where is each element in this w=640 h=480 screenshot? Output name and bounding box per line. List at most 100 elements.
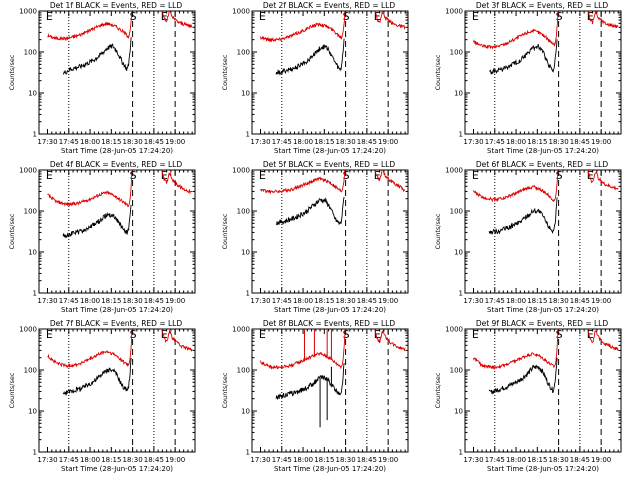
x-axis-label: Start Time (28-Jun-05 17:24:20): [487, 147, 599, 155]
x-tick-label: 18:30: [336, 297, 356, 305]
marker-label: E: [587, 10, 594, 23]
x-tick-label: 18:00: [293, 456, 313, 464]
x-tick-label: 18:30: [123, 297, 143, 305]
data-curves: [260, 11, 406, 76]
x-tick-label: 19:00: [378, 138, 398, 146]
y-axis-label: Counts/sec: [8, 372, 16, 408]
y-tick-label: 100: [450, 367, 463, 375]
y-axis-label: Counts/sec: [8, 213, 16, 249]
y-tick-label: 10: [28, 249, 37, 257]
data-curves: [473, 329, 619, 395]
events-series-line: [489, 39, 558, 75]
y-tick-label: 1: [33, 290, 37, 298]
y-tick-label: 1000: [232, 8, 250, 16]
plot-frame: [251, 10, 409, 135]
y-tick-label: 10: [241, 408, 250, 416]
x-tick-label: 18:45: [570, 297, 590, 305]
y-tick-label: 1: [33, 131, 37, 139]
x-tick-label: 19:00: [378, 456, 398, 464]
lld-series-line: [47, 329, 193, 368]
marker-label: E: [374, 328, 381, 341]
marker-label: E: [374, 10, 381, 23]
plot-frame: [38, 169, 196, 294]
x-tick-label: 18:45: [144, 138, 164, 146]
events-series-line: [62, 37, 132, 75]
x-tick-label: 17:45: [272, 138, 292, 146]
x-axis-label: Start Time (28-Jun-05 17:24:20): [274, 465, 386, 473]
y-tick-label: 1: [246, 290, 250, 298]
panel-title: Det 3f BLACK = Events, RED = LLD: [476, 1, 609, 10]
marker-label: E: [587, 169, 594, 182]
x-tick-label: 18:45: [357, 297, 377, 305]
marker-label: S: [130, 10, 137, 23]
y-axis-label: Counts/sec: [8, 54, 16, 90]
x-tick-label: 17:45: [485, 297, 505, 305]
x-tick-label: 18:45: [144, 297, 164, 305]
events-series-line: [275, 196, 345, 226]
panel-title: Det 7f BLACK = Events, RED = LLD: [50, 319, 183, 328]
x-tick-label: 19:00: [591, 138, 611, 146]
y-tick-label: 1000: [445, 167, 463, 175]
x-tick-label: 18:00: [293, 138, 313, 146]
marker-label: S: [343, 10, 350, 23]
data-curves: [47, 170, 193, 239]
x-tick-label: 18:15: [527, 297, 547, 305]
y-tick-label: 100: [237, 49, 250, 57]
data-curves: [473, 170, 619, 235]
chart-panel-1: Det 1f BLACK = Events, RED = LLD 1 10 100 10…: [8, 1, 196, 155]
marker-label: E: [259, 10, 266, 23]
x-tick-label: 18:00: [80, 456, 100, 464]
x-tick-label: 17:30: [250, 456, 270, 464]
marker-label: E: [259, 169, 266, 182]
lld-series-line: [47, 11, 193, 42]
data-curves: [260, 329, 406, 428]
x-tick-label: 18:15: [527, 456, 547, 464]
plot-frame: [464, 169, 622, 294]
x-axis-label: Start Time (28-Jun-05 17:24:20): [61, 306, 173, 314]
x-axis-label: Start Time (28-Jun-05 17:24:20): [274, 147, 386, 155]
lld-series-line: [260, 170, 405, 195]
y-tick-label: 10: [454, 408, 463, 416]
panel-title: Det 5f BLACK = Events, RED = LLD: [263, 160, 396, 169]
x-tick-label: 18:15: [314, 138, 334, 146]
x-tick-label: 18:45: [144, 456, 164, 464]
y-tick-label: 10: [28, 90, 37, 98]
data-curves: [47, 11, 193, 75]
x-tick-label: 18:00: [293, 297, 313, 305]
x-tick-label: 17:45: [59, 297, 79, 305]
plot-frame: [464, 10, 622, 135]
x-tick-label: 18:30: [336, 456, 356, 464]
x-tick-label: 18:30: [549, 297, 569, 305]
x-tick-label: 17:30: [37, 138, 57, 146]
x-tick-label: 18:00: [80, 297, 100, 305]
x-axis-label: Start Time (28-Jun-05 17:24:20): [61, 465, 173, 473]
chart-panel-8: Det 8f BLACK = Events, RED = LLD 1 10 100 10…: [221, 319, 409, 473]
y-tick-label: 1: [459, 131, 463, 139]
chart-panel-7: Det 7f BLACK = Events, RED = LLD 1 10 100 10…: [8, 319, 196, 473]
x-tick-label: 18:15: [101, 138, 121, 146]
y-tick-label: 1: [246, 131, 250, 139]
y-axis-label: Counts/sec: [221, 213, 229, 249]
x-tick-label: 18:00: [506, 456, 526, 464]
y-tick-label: 100: [24, 208, 37, 216]
x-tick-label: 17:45: [485, 456, 505, 464]
marker-label: S: [130, 328, 137, 341]
y-tick-label: 1000: [445, 8, 463, 16]
plot-frame: [251, 169, 409, 294]
y-axis-label: Counts/sec: [434, 372, 442, 408]
marker-label: E: [259, 328, 266, 341]
plot-frame: [38, 10, 196, 135]
y-tick-label: 100: [237, 367, 250, 375]
chart-panel-3: Det 3f BLACK = Events, RED = LLD 1 10 100 10…: [434, 1, 622, 155]
y-axis-label: Counts/sec: [221, 372, 229, 408]
y-tick-label: 10: [241, 90, 250, 98]
y-tick-label: 100: [450, 49, 463, 57]
x-tick-label: 17:45: [272, 297, 292, 305]
lld-series-line: [47, 170, 193, 208]
marker-label: S: [556, 328, 563, 341]
x-tick-label: 17:45: [272, 456, 292, 464]
data-curves: [47, 329, 193, 396]
lld-series-line: [473, 170, 619, 203]
lld-series-line: [260, 11, 406, 43]
x-tick-label: 19:00: [165, 138, 185, 146]
